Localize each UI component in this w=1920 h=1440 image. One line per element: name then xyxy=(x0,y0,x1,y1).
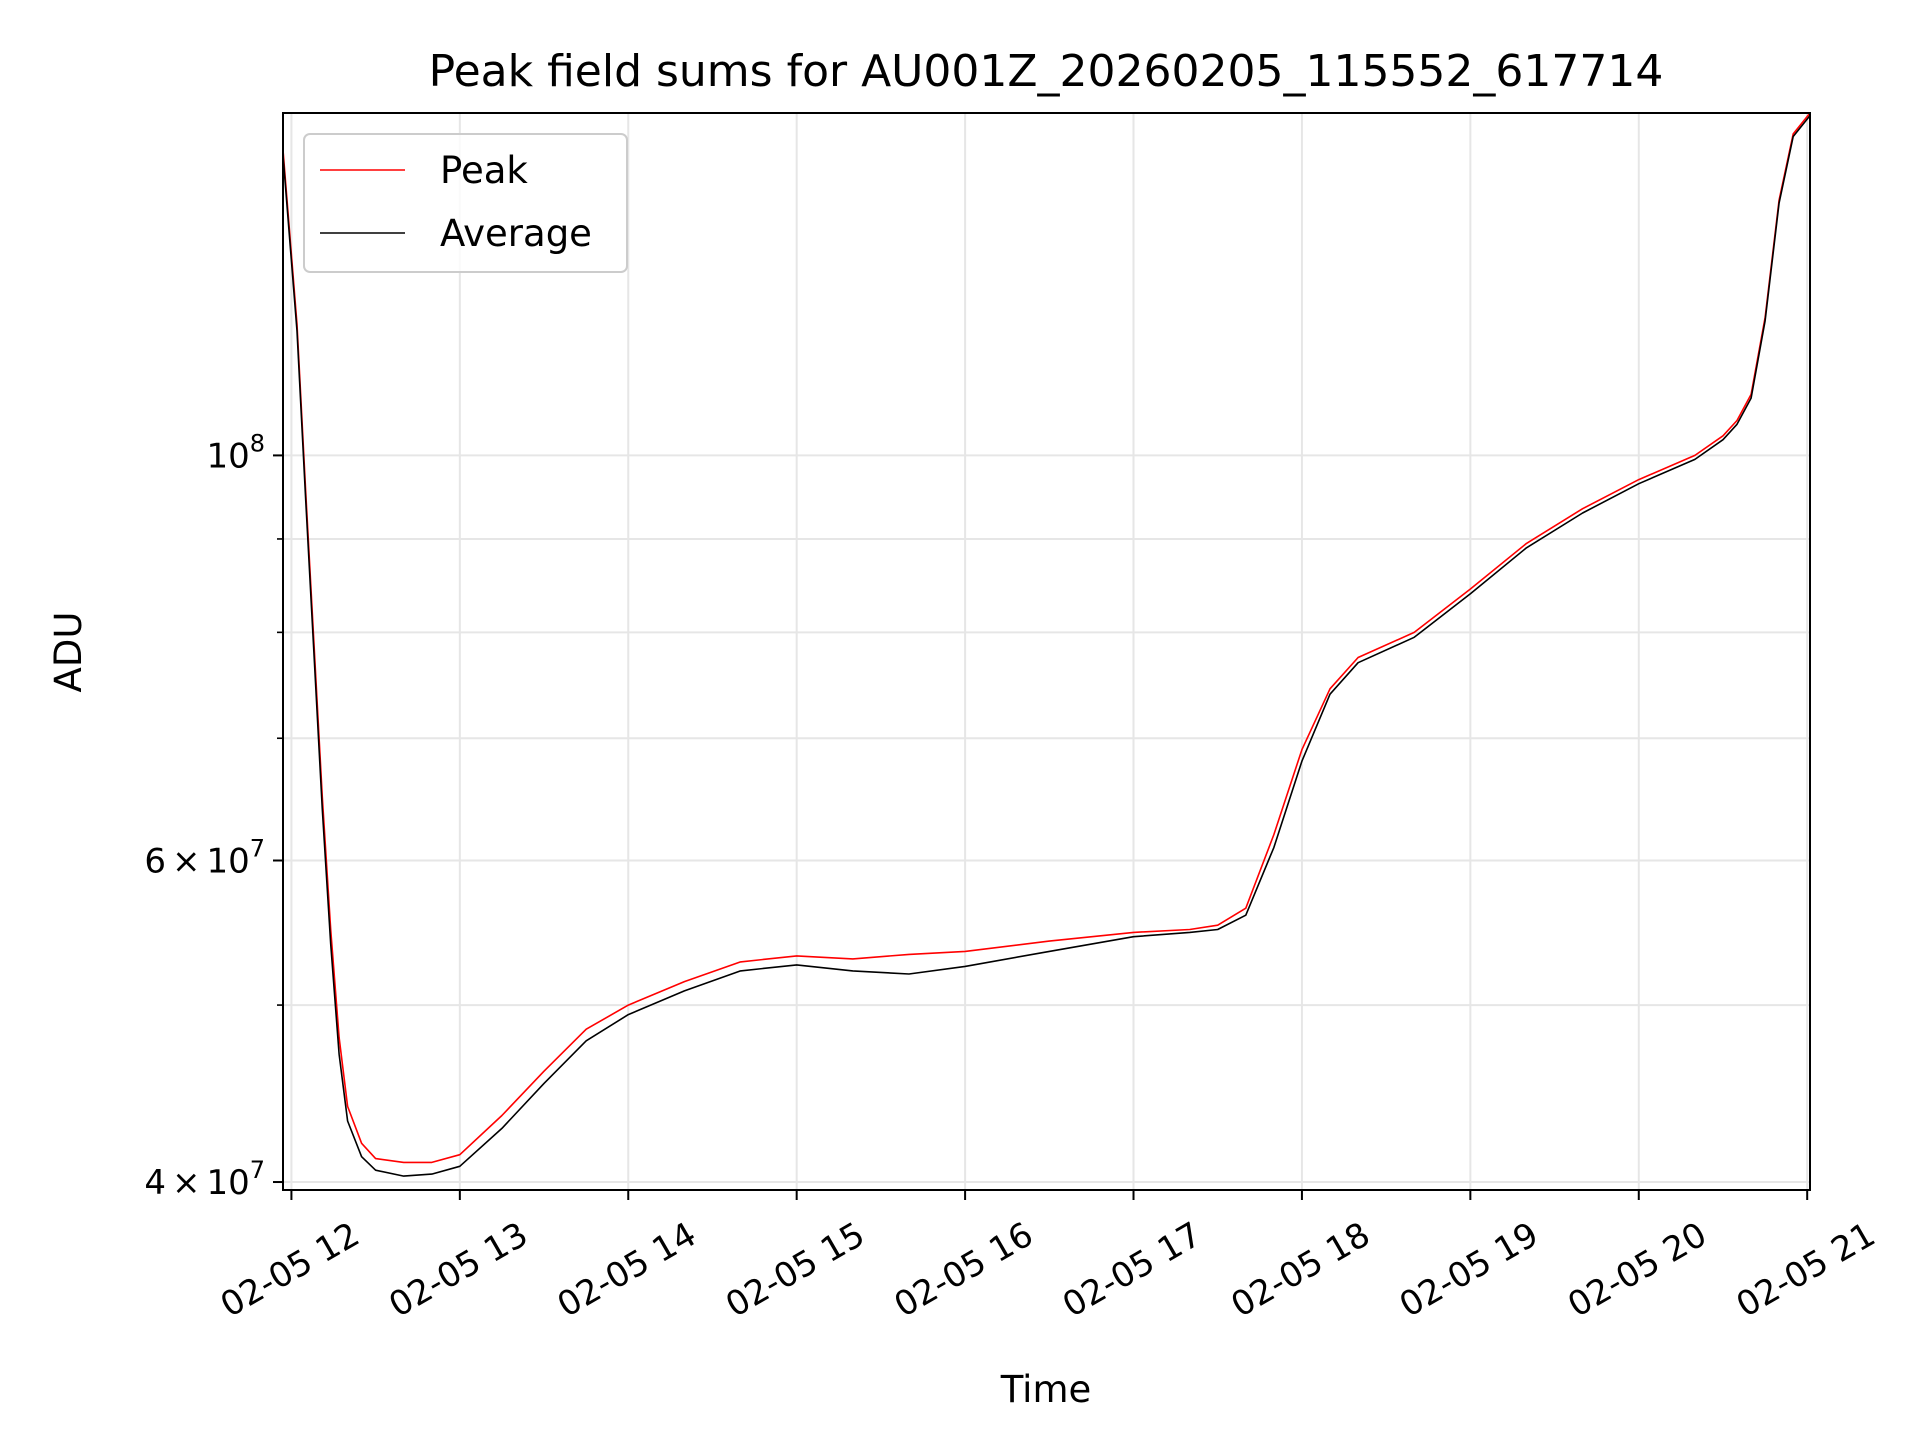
legend-box xyxy=(303,133,628,273)
legend-label-peak: Peak xyxy=(440,149,528,192)
chart-title: Peak field sums for AU001Z_20260205_1155… xyxy=(429,46,1664,97)
y-tick-base: 10 xyxy=(206,841,249,881)
x-axis-label: Time xyxy=(1000,1368,1092,1411)
y-tick-times: × xyxy=(172,841,201,881)
series-layer xyxy=(283,113,1810,1177)
y-tick-mantissa: 6 xyxy=(144,841,166,881)
series-line-peak xyxy=(283,113,1810,1164)
grid xyxy=(283,113,1810,1190)
y-tick-exponent: 8 xyxy=(250,429,265,457)
y-tick-exponent: 7 xyxy=(250,834,265,862)
y-tick-times: × xyxy=(172,1163,201,1203)
plot-frame xyxy=(282,112,1811,1191)
legend: Peak Average xyxy=(303,133,628,273)
y-tick-base: 10 xyxy=(206,1163,249,1203)
y-tick-mantissa: 4 xyxy=(144,1163,166,1203)
y-tick-label: 6 × 107 xyxy=(144,834,265,881)
y-tick-exponent: 7 xyxy=(250,1156,265,1184)
y-axis-label: ADU xyxy=(47,612,90,693)
y-tick-label: 108 xyxy=(206,429,265,476)
y-tick-base: 10 xyxy=(206,436,249,476)
legend-label-average: Average xyxy=(440,212,592,255)
series-line-average xyxy=(283,115,1810,1177)
y-tick-label: 4 × 107 xyxy=(144,1156,265,1203)
